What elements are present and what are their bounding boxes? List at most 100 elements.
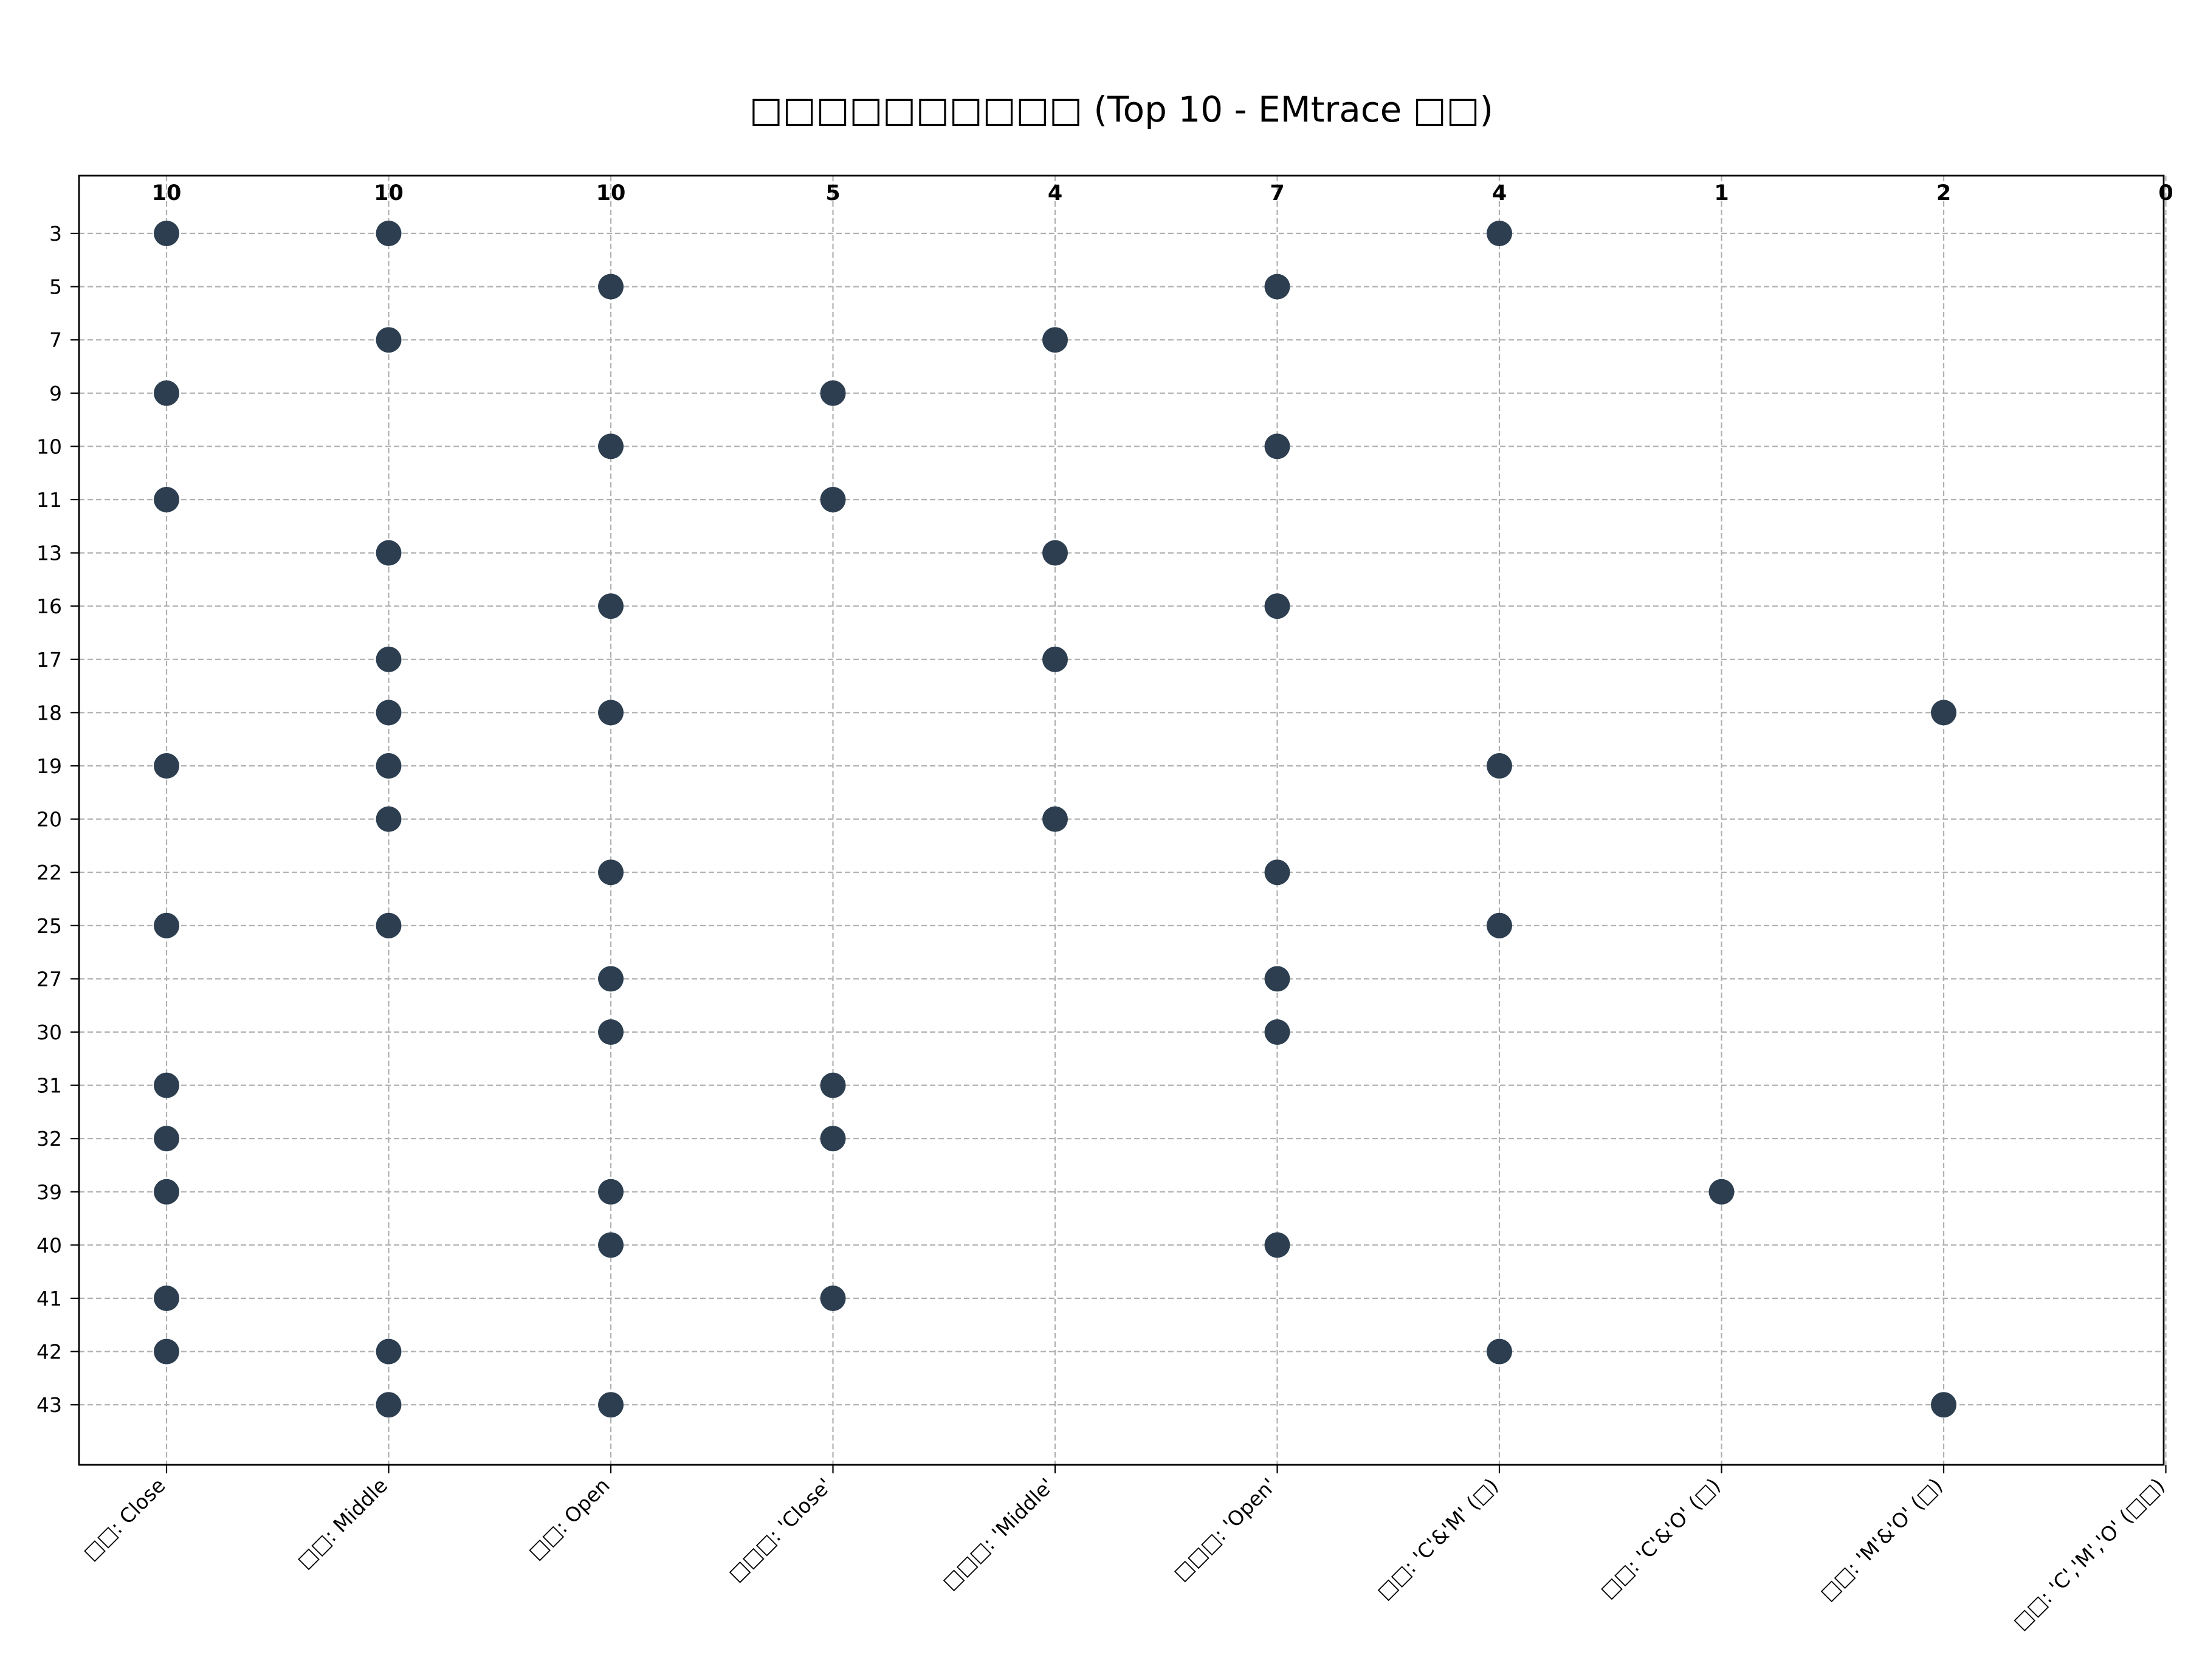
count-label: 4 bbox=[1492, 181, 1507, 205]
x-tick-label: □□: 'C'&'M' (□) bbox=[1372, 1473, 1503, 1604]
y-tick-label: 32 bbox=[36, 1127, 62, 1151]
data-point bbox=[376, 1338, 402, 1365]
y-tick-label: 25 bbox=[36, 914, 62, 938]
data-point bbox=[154, 487, 179, 512]
count-label: 2 bbox=[1936, 181, 1951, 205]
x-tick-label: □□: 'C','M','O' (□□) bbox=[2008, 1473, 2169, 1634]
data-point bbox=[598, 700, 624, 726]
data-points bbox=[154, 221, 1956, 1418]
y-tick-label: 13 bbox=[36, 542, 62, 565]
data-point bbox=[820, 1286, 846, 1311]
x-tick-label: □□: Open bbox=[523, 1473, 614, 1564]
chart-title: □□□□□□□□□□ (Top 10 - EMtrace □□) bbox=[749, 89, 1493, 130]
data-point bbox=[376, 806, 402, 832]
y-tick-label: 27 bbox=[36, 967, 62, 991]
x-tick-label: □□: 'M'&'O' (□) bbox=[1815, 1473, 1947, 1605]
data-point bbox=[154, 380, 179, 406]
x-tick-label: □□: Middle bbox=[292, 1473, 392, 1573]
x-axis-ticks: □□: Close □□: Middle □□: Open □□□: 'Close' □… bbox=[78, 1465, 2169, 1634]
data-point bbox=[1487, 753, 1512, 779]
data-point bbox=[820, 1126, 846, 1152]
plot-frame bbox=[78, 174, 2165, 1466]
count-labels: 10 10 10 5 4 7 4 1 2 0 bbox=[152, 181, 2173, 205]
data-point bbox=[376, 540, 402, 566]
data-point bbox=[376, 753, 402, 779]
data-point bbox=[598, 1232, 624, 1258]
data-point bbox=[154, 1072, 179, 1098]
data-point bbox=[1042, 540, 1068, 566]
data-point bbox=[154, 1338, 179, 1365]
data-point bbox=[1931, 700, 1956, 726]
data-point bbox=[1264, 433, 1290, 460]
y-tick-label: 18 bbox=[36, 701, 62, 725]
count-label: 0 bbox=[2158, 181, 2173, 205]
y-tick-label: 3 bbox=[49, 222, 62, 246]
y-axis-ticks: 3 5 7 9 10 11 13 16 17 18 19 20 22 25 27 30 31 32 39 40 41 42… bbox=[36, 222, 79, 1417]
y-tick-label: 7 bbox=[49, 328, 62, 352]
data-point bbox=[376, 912, 402, 938]
y-tick-label: 42 bbox=[36, 1340, 62, 1364]
x-tick-label: □□□: 'Close' bbox=[724, 1473, 836, 1586]
y-tick-label: 17 bbox=[36, 648, 62, 672]
data-point bbox=[1042, 806, 1068, 832]
data-point bbox=[1487, 221, 1512, 246]
data-point bbox=[820, 487, 846, 512]
y-tick-label: 11 bbox=[36, 488, 62, 512]
x-tick-label: □□□: 'Open' bbox=[1169, 1473, 1281, 1585]
data-point bbox=[154, 1126, 179, 1152]
y-tick-label: 9 bbox=[49, 382, 62, 405]
data-point bbox=[154, 1179, 179, 1205]
y-tick-label: 22 bbox=[36, 861, 62, 884]
y-tick-label: 10 bbox=[36, 435, 62, 458]
data-point bbox=[1264, 274, 1290, 300]
data-point bbox=[1931, 1392, 1956, 1418]
data-point bbox=[598, 1019, 624, 1045]
data-point bbox=[598, 433, 624, 460]
data-point bbox=[1042, 327, 1068, 353]
y-tick-label: 39 bbox=[36, 1180, 62, 1204]
y-tick-label: 30 bbox=[36, 1021, 62, 1044]
x-tick-label: □□: Close bbox=[78, 1473, 170, 1565]
data-point bbox=[376, 700, 402, 726]
count-label: 10 bbox=[596, 181, 626, 205]
data-point bbox=[820, 1072, 846, 1098]
data-point bbox=[1264, 966, 1290, 992]
count-label: 10 bbox=[152, 181, 182, 205]
data-point bbox=[154, 753, 179, 779]
x-tick-label: □□□: 'Middle' bbox=[938, 1473, 1059, 1594]
data-point bbox=[154, 1286, 179, 1311]
data-point bbox=[1487, 912, 1512, 938]
y-tick-label: 19 bbox=[36, 754, 62, 778]
y-tick-label: 31 bbox=[36, 1074, 62, 1098]
data-point bbox=[598, 859, 624, 886]
count-label: 5 bbox=[825, 181, 840, 205]
data-point bbox=[1708, 1179, 1735, 1205]
data-point bbox=[598, 1179, 624, 1205]
data-point bbox=[376, 221, 402, 246]
count-label: 1 bbox=[1714, 181, 1729, 205]
data-point bbox=[598, 966, 624, 992]
data-point bbox=[598, 274, 624, 300]
data-point bbox=[820, 380, 846, 406]
data-point bbox=[598, 1392, 624, 1418]
data-point bbox=[376, 646, 402, 672]
data-point bbox=[154, 221, 179, 246]
data-point bbox=[1487, 1338, 1512, 1365]
grid-lines bbox=[79, 176, 2167, 1465]
x-tick-label: □□: 'C'&'O' (□) bbox=[1595, 1473, 1725, 1603]
data-point bbox=[1264, 859, 1290, 886]
count-label: 10 bbox=[374, 181, 404, 205]
y-tick-label: 16 bbox=[36, 594, 62, 618]
data-point bbox=[154, 912, 179, 938]
data-point bbox=[1264, 1019, 1290, 1045]
y-tick-label: 5 bbox=[49, 275, 62, 299]
count-label: 4 bbox=[1048, 181, 1062, 205]
data-point bbox=[598, 593, 624, 619]
count-label: 7 bbox=[1270, 181, 1284, 205]
data-point bbox=[376, 327, 402, 353]
data-point bbox=[1264, 593, 1290, 619]
data-point bbox=[1042, 646, 1068, 672]
y-tick-label: 41 bbox=[36, 1287, 62, 1310]
